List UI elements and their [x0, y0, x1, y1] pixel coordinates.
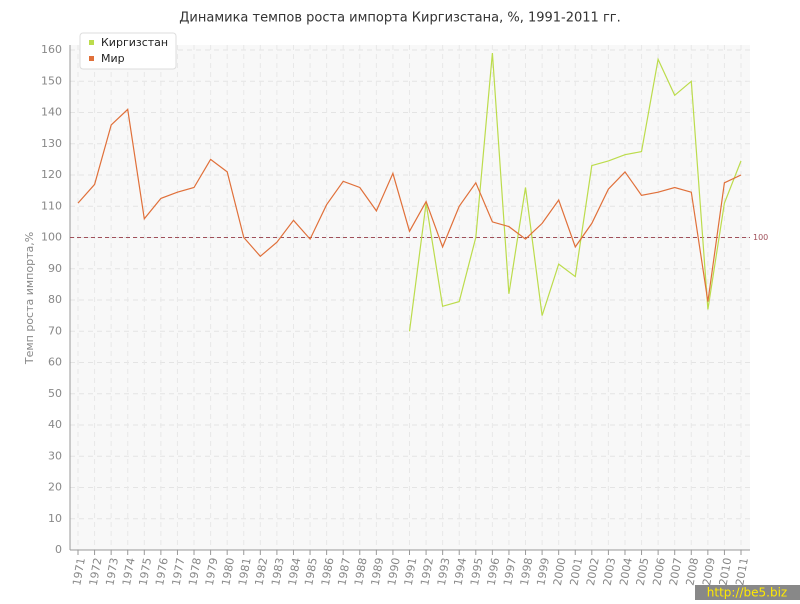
x-tick-label: 1985	[302, 557, 320, 587]
reference-label: 100	[753, 233, 768, 242]
y-tick-label: 160	[41, 43, 62, 56]
x-tick-label: 1975	[137, 557, 155, 587]
x-tick-label: 2008	[684, 557, 702, 587]
y-tick-label: 0	[55, 543, 62, 556]
x-tick-label: 1977	[170, 557, 188, 587]
series-line	[408, 53, 742, 332]
x-tick-label: 1984	[286, 557, 304, 587]
x-tick-label: 1981	[236, 557, 254, 587]
watermark-bg	[695, 585, 800, 600]
x-tick-label: 1993	[435, 557, 453, 587]
x-tick-label: 2003	[601, 557, 619, 587]
x-tick-label: 1978	[186, 557, 204, 587]
x-tick-label: 2000	[551, 557, 569, 587]
x-tick-label: 1980	[219, 557, 237, 587]
x-tick-label: 2009	[700, 557, 718, 587]
y-tick-label: 30	[48, 449, 62, 462]
x-tick-label: 1990	[385, 557, 403, 587]
y-tick-label: 50	[48, 387, 62, 400]
legend-box	[79, 32, 177, 70]
x-tick-label: 1979	[203, 557, 221, 587]
x-tick-label: 2001	[567, 557, 585, 587]
y-tick-label: 90	[48, 262, 62, 275]
y-tick-label: 140	[41, 106, 62, 119]
x-tick-label: 2011	[733, 557, 751, 587]
x-tick-label: 1987	[335, 557, 353, 587]
x-tick-label: 1995	[468, 557, 486, 587]
y-tick-label: 80	[48, 293, 62, 306]
x-tick-label: 1988	[352, 557, 370, 587]
x-tick-label: 1974	[120, 557, 138, 587]
x-tick-label: 1997	[501, 557, 519, 587]
x-tick-label: 2010	[717, 557, 735, 587]
series-line	[77, 108, 742, 302]
y-tick-label: 130	[41, 137, 62, 150]
y-tick-label: 70	[48, 324, 62, 337]
x-tick-label: 1996	[485, 557, 503, 587]
watermark: http://be5.biz	[707, 586, 787, 600]
x-tick-label: 1973	[103, 557, 121, 587]
x-tick-label: 1991	[402, 557, 420, 587]
chart-title: Динамика темпов роста импорта Киргизстан…	[179, 11, 621, 26]
x-tick-label: 2006	[650, 557, 668, 587]
legend-label: Мир	[101, 52, 125, 65]
y-axis-label: Темп роста импорта,%	[23, 232, 36, 365]
y-tick-label: 40	[48, 418, 62, 431]
x-tick-label: 1983	[269, 557, 287, 587]
x-tick-label: 1986	[319, 557, 337, 587]
y-tick-label: 120	[41, 168, 62, 181]
y-tick-label: 100	[41, 231, 62, 244]
y-tick-label: 110	[41, 199, 62, 212]
x-tick-label: 1994	[451, 557, 469, 587]
legend-label: Киргизстан	[101, 36, 168, 49]
x-tick-label: 2007	[667, 557, 685, 587]
y-tick-label: 150	[41, 74, 62, 87]
y-tick-label: 10	[48, 512, 62, 525]
x-tick-label: 1992	[418, 557, 436, 587]
legend-swatch	[89, 40, 94, 45]
y-tick-label: 20	[48, 481, 62, 494]
x-tick-label: 1999	[534, 557, 552, 587]
x-tick-label: 2002	[584, 557, 602, 587]
x-tick-label: 1982	[253, 557, 271, 587]
x-tick-label: 1976	[153, 557, 171, 587]
legend-swatch	[89, 56, 94, 61]
x-tick-label: 1998	[518, 557, 536, 587]
x-tick-label: 2004	[617, 557, 635, 587]
x-tick-label: 2005	[634, 557, 652, 587]
x-tick-label: 1971	[70, 557, 88, 587]
x-tick-label: 1989	[369, 557, 387, 587]
x-tick-label: 1972	[87, 557, 105, 587]
y-tick-label: 60	[48, 356, 62, 369]
